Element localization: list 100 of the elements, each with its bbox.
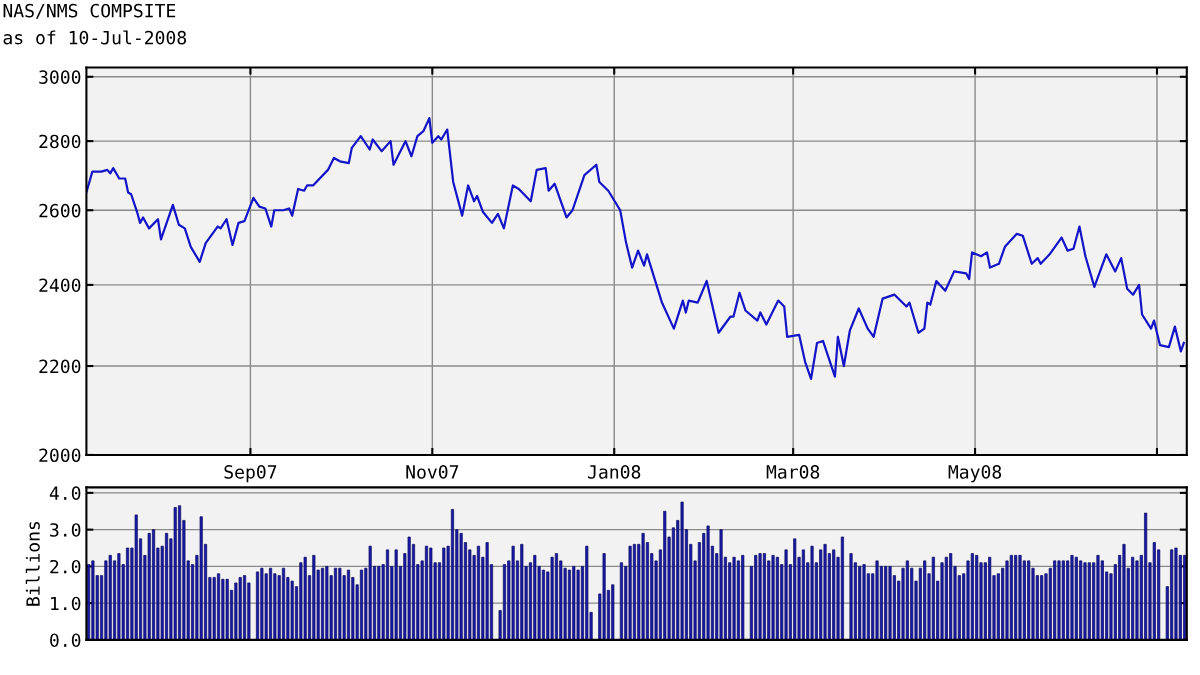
bar (875, 560, 879, 640)
bar (1018, 555, 1022, 640)
bar (741, 555, 745, 640)
bar (199, 516, 203, 640)
bar (1083, 562, 1087, 640)
bar (550, 556, 554, 640)
x-tick-label: May08 (948, 465, 1002, 483)
bar (585, 545, 589, 640)
y-tick-label: 1.0 (51, 596, 81, 611)
bar (108, 555, 112, 640)
y-tick-label: 2200 (39, 359, 81, 374)
bar (511, 545, 515, 640)
bar (173, 507, 177, 640)
bar (1122, 543, 1126, 640)
bar (459, 532, 463, 640)
chart-subtitle: as of 10-Jul-2008 (3, 30, 187, 45)
bar (394, 549, 398, 640)
bar (849, 553, 853, 640)
y-tick-label: 4.0 (49, 486, 81, 501)
bar (476, 545, 481, 640)
bar (572, 566, 576, 640)
bar (320, 567, 325, 640)
bar (628, 545, 632, 640)
bar (385, 549, 390, 640)
bar (975, 555, 979, 640)
x-tick-label: Sep07 (224, 465, 277, 483)
bar (862, 564, 866, 640)
bar (312, 555, 316, 640)
chart-title: NAS/NMS COMPSITE (3, 3, 176, 19)
bar (1096, 555, 1100, 640)
bar (442, 547, 446, 640)
bar (832, 549, 836, 640)
bar (758, 553, 762, 640)
bar (732, 556, 736, 640)
bar (407, 536, 411, 640)
y-tick-label: 0.0 (50, 633, 81, 648)
bar (424, 545, 429, 640)
bar (255, 571, 260, 640)
bar (450, 509, 455, 640)
y-tick-label: 3000 (39, 70, 81, 84)
bar (641, 532, 645, 640)
bar (1087, 562, 1091, 640)
y-tick-label: 2600 (39, 203, 81, 218)
bar (1174, 547, 1178, 640)
bar (333, 567, 338, 640)
bar (117, 553, 121, 640)
bar (502, 564, 507, 640)
bar (377, 566, 381, 640)
bar (680, 501, 684, 640)
bar (663, 510, 667, 640)
bar (949, 553, 953, 640)
bar (520, 543, 524, 640)
x-tick-label: Mar08 (766, 465, 820, 479)
bar (823, 543, 827, 640)
bar (281, 567, 286, 640)
y-tick-label: 2000 (39, 448, 81, 463)
bar (884, 566, 888, 640)
y-tick-label: 3.0 (50, 523, 81, 537)
bar (1152, 542, 1156, 640)
bar (216, 573, 221, 640)
bar (359, 569, 364, 640)
bar (303, 556, 307, 640)
bar (784, 549, 788, 640)
y-tick-label: 2.0 (50, 559, 81, 574)
bar (225, 578, 229, 640)
y-tick-label: 2800 (39, 134, 81, 149)
bar (134, 514, 138, 640)
bar (268, 567, 273, 640)
bar (576, 569, 580, 640)
bar (290, 580, 294, 640)
bar (212, 577, 216, 640)
bar (793, 538, 797, 640)
x-tick-label: Nov07 (406, 465, 459, 479)
bar (91, 560, 95, 640)
bar (242, 575, 247, 640)
bar (1057, 560, 1061, 640)
bar (888, 566, 892, 640)
bar (1014, 555, 1018, 640)
bar (87, 564, 91, 640)
bar (485, 542, 489, 640)
bar (260, 567, 264, 640)
x-tick-label: Jan08 (588, 465, 641, 479)
line-series (86, 116, 1185, 380)
bar (368, 545, 372, 640)
bar (533, 555, 537, 640)
bar (1070, 555, 1074, 640)
bar (923, 560, 927, 640)
bar (988, 556, 992, 640)
bar (810, 545, 814, 640)
bar (858, 566, 862, 640)
y-tick-label: 2400 (39, 278, 81, 293)
bar (429, 547, 433, 640)
bar (754, 555, 758, 640)
bar (719, 529, 723, 640)
bar (346, 569, 351, 640)
bar (325, 566, 329, 640)
bar (338, 567, 342, 640)
bar (706, 525, 710, 640)
bar (602, 553, 606, 640)
bar (238, 577, 242, 640)
